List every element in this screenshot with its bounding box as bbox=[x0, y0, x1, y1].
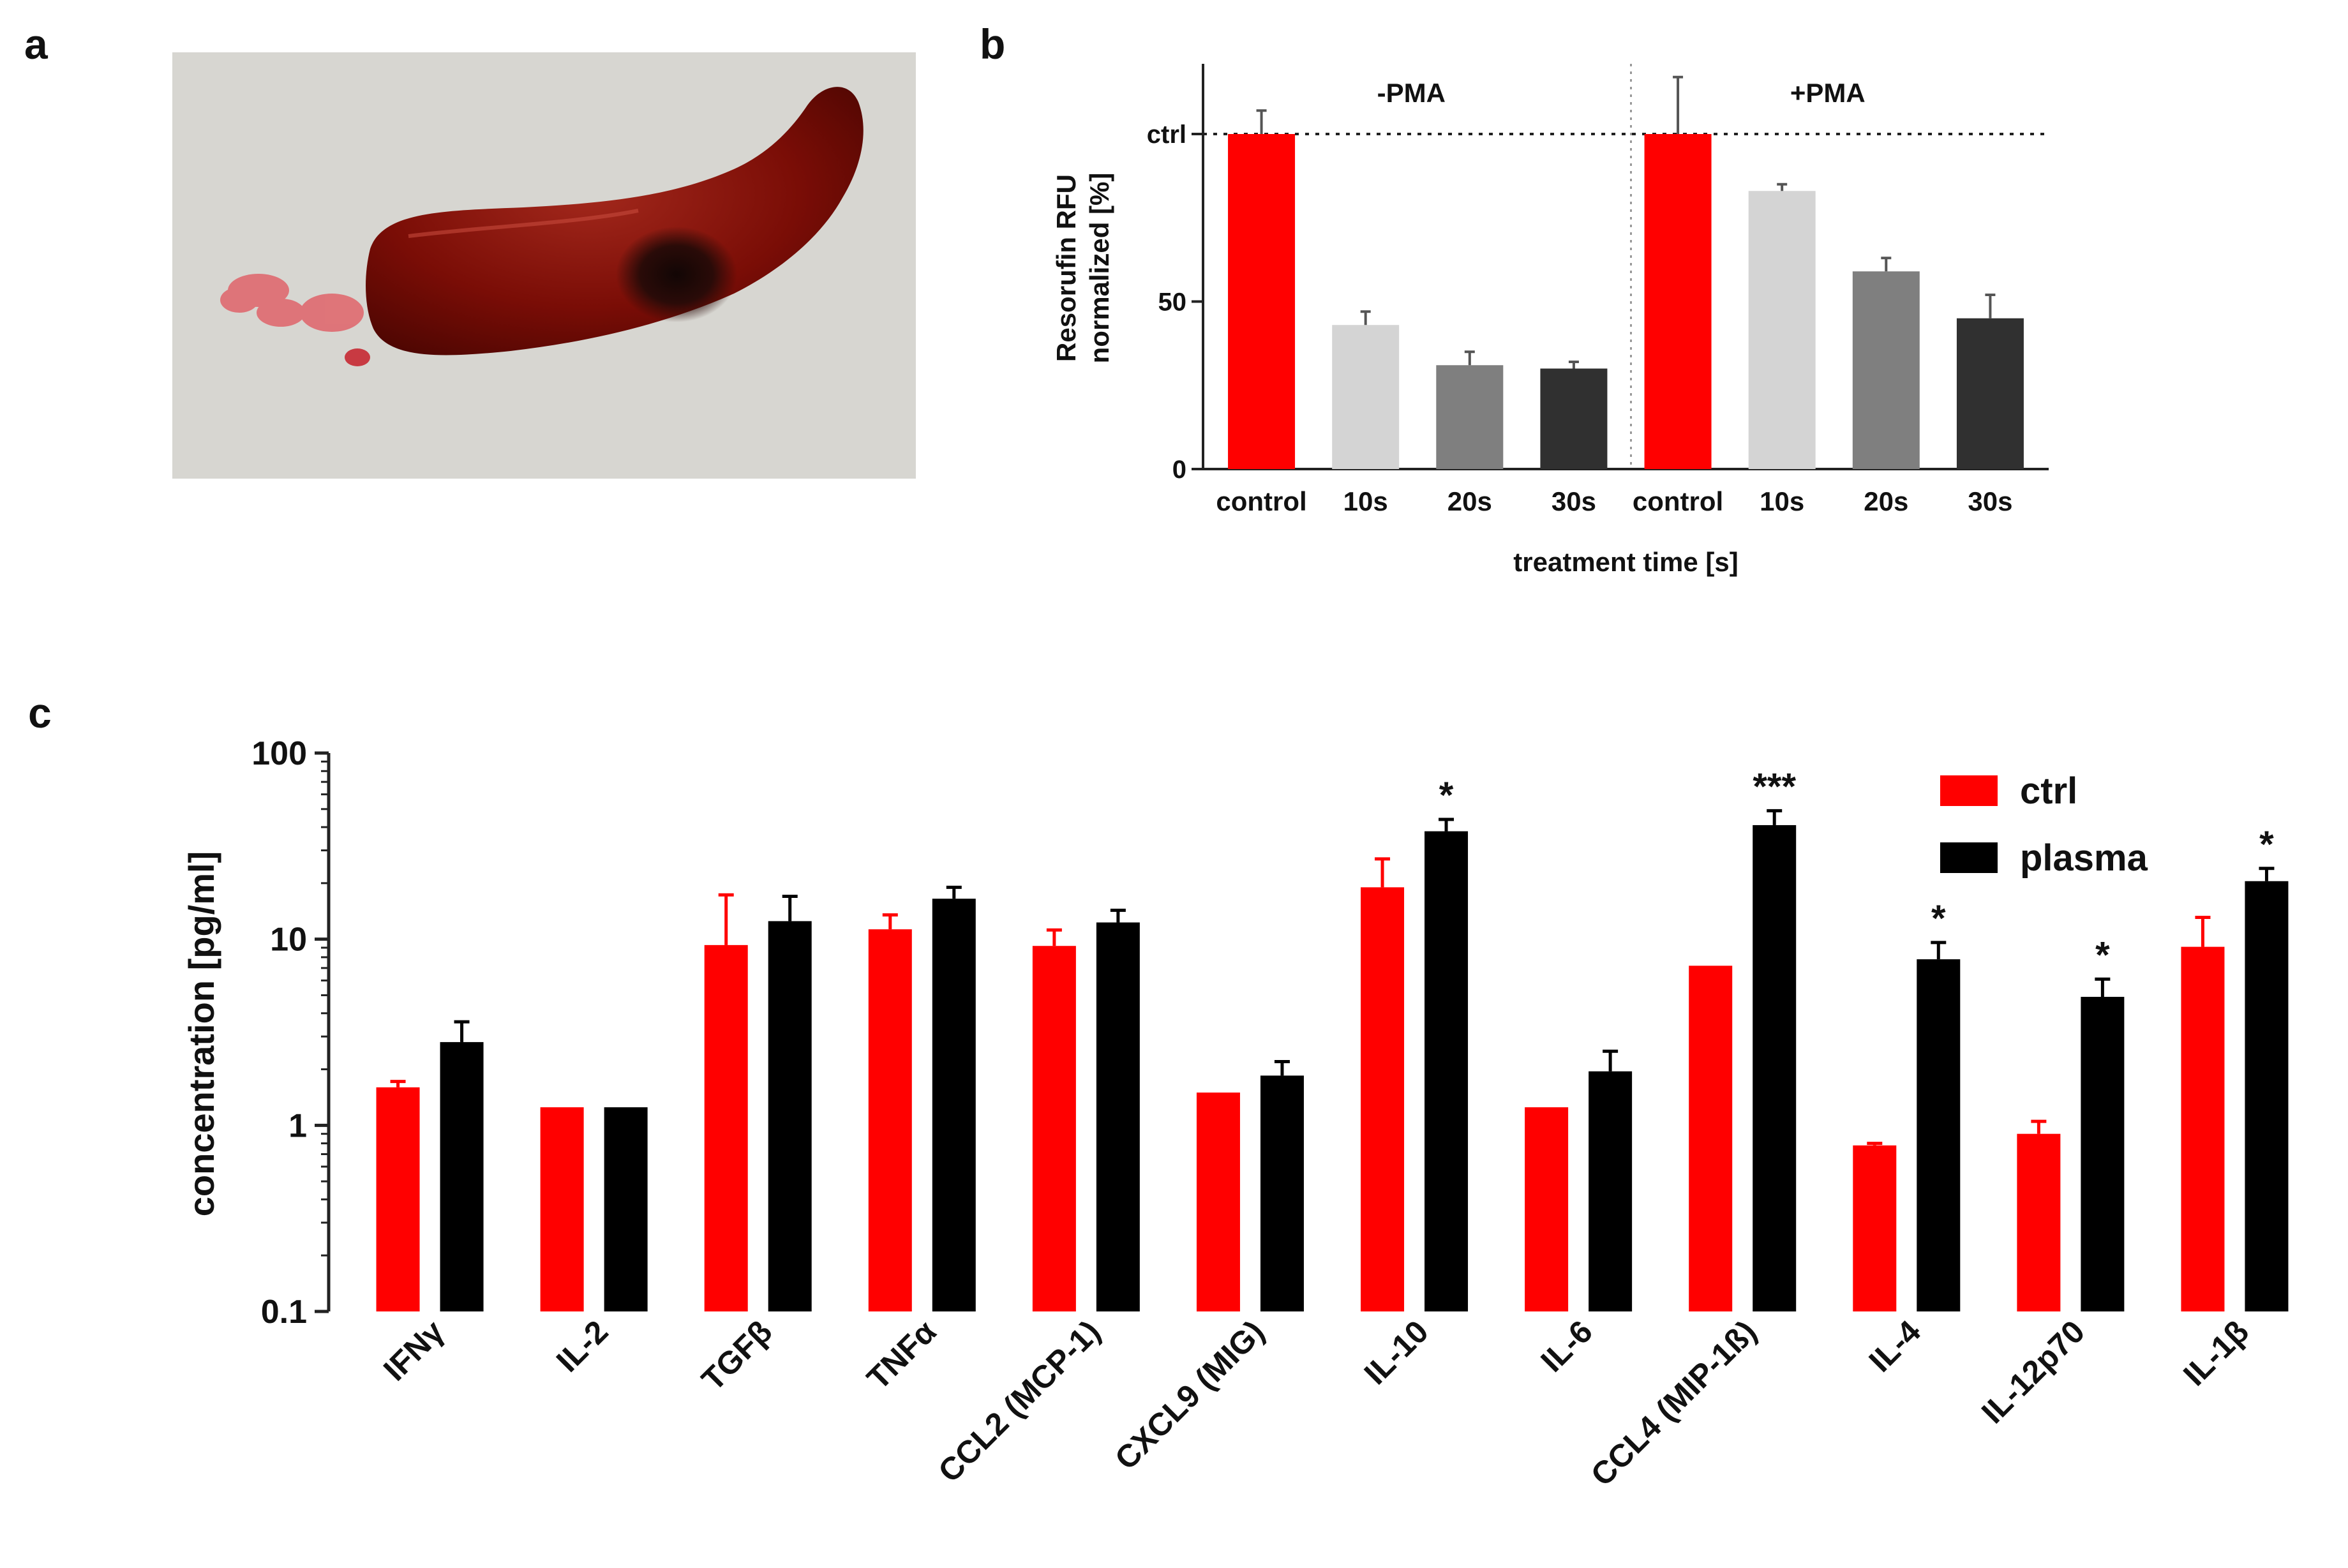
b-ylabel: Resorufin RFU normalized [%] bbox=[1051, 173, 1114, 364]
c-xtick-label-11: IL-1β bbox=[2176, 1313, 2255, 1393]
c-xtick-label-1: IL-2 bbox=[550, 1313, 615, 1378]
c-bar-plasma-1 bbox=[604, 1107, 648, 1311]
c-bar-ctrl-9 bbox=[1853, 1145, 1897, 1311]
b-xlabel: treatment time [s] bbox=[1513, 547, 1738, 577]
c-bar-plasma-11 bbox=[2245, 881, 2289, 1311]
c-bar-ctrl-0 bbox=[376, 1087, 420, 1311]
b-ylabel-line-0: Resorufin RFU bbox=[1051, 174, 1081, 362]
c-bar-plasma-0 bbox=[440, 1042, 484, 1311]
c-bar-plasma-4 bbox=[1096, 922, 1140, 1311]
c-ytick-label-2: 10 bbox=[270, 922, 307, 959]
c-bar-plasma-9 bbox=[1917, 959, 1961, 1311]
c-xtick-label-8: CCL4 (MIP-1ß) bbox=[1584, 1313, 1763, 1493]
c-xtick-label-10: IL-12p70 bbox=[1975, 1313, 2091, 1430]
c-ytick-label-3: 100 bbox=[251, 735, 307, 772]
b-bar-7 bbox=[1956, 318, 2024, 469]
c-xtick-label-7: IL-6 bbox=[1534, 1313, 1599, 1378]
c-bar-ctrl-1 bbox=[540, 1107, 584, 1311]
c-ytick-label-0: 0.1 bbox=[261, 1294, 307, 1331]
b-group-label-0: -PMA bbox=[1377, 78, 1446, 108]
c-bar-ctrl-8 bbox=[1689, 966, 1733, 1311]
c-legend-swatch-ctrl bbox=[1940, 775, 1998, 806]
c-bar-plasma-2 bbox=[768, 921, 812, 1311]
c-xtick-label-9: IL-4 bbox=[1862, 1313, 1928, 1379]
c-bar-plasma-8 bbox=[1753, 825, 1797, 1311]
panel-label-c: c bbox=[28, 689, 52, 736]
c-bar-ctrl-11 bbox=[2181, 946, 2225, 1311]
b-ytick-label-2: ctrl bbox=[1147, 121, 1186, 149]
b-ytick-label-1: 50 bbox=[1158, 288, 1187, 317]
chart-c: 0.1 1 10 100 concentration [pg/ml] IFNγ IL-2 TG… bbox=[181, 735, 2289, 1493]
c-bar-ctrl-10 bbox=[2017, 1133, 2061, 1311]
c-bar-plasma-10 bbox=[2081, 997, 2125, 1311]
c-significance-9: * bbox=[1931, 898, 1946, 939]
tissue-shine bbox=[408, 209, 639, 238]
b-bar-6 bbox=[1852, 271, 1920, 469]
b-ylabel-line-1: normalized [%] bbox=[1084, 173, 1114, 364]
c-xtick-label-6: IL-10 bbox=[1357, 1313, 1435, 1391]
b-bar-0 bbox=[1228, 134, 1296, 469]
c-bar-ctrl-5 bbox=[1196, 1092, 1240, 1311]
c-bar-ctrl-4 bbox=[1032, 946, 1076, 1311]
tissue-photo bbox=[172, 52, 916, 479]
c-xtick-label-3: TNFα bbox=[860, 1313, 943, 1396]
b-bar-2 bbox=[1436, 365, 1504, 469]
c-bar-plasma-6 bbox=[1425, 831, 1469, 1311]
c-xtick-label-4: CCL2 (MCP-1) bbox=[931, 1313, 1107, 1489]
b-xtick-label-3: 30s bbox=[1552, 486, 1596, 516]
b-bar-1 bbox=[1332, 325, 1400, 469]
c-bar-ctrl-2 bbox=[704, 945, 748, 1311]
tissue-organ bbox=[366, 87, 864, 355]
c-legend-label-plasma: plasma bbox=[2020, 837, 2148, 879]
c-xtick-label-5: CXCL9 (MIG) bbox=[1108, 1313, 1271, 1477]
b-xtick-label-2: 20s bbox=[1447, 486, 1492, 516]
c-legend-swatch-plasma bbox=[1940, 842, 1998, 873]
b-bar-3 bbox=[1540, 368, 1608, 469]
panel-label-b: b bbox=[980, 20, 1005, 68]
b-xtick-label-1: 10s bbox=[1343, 486, 1388, 516]
c-xtick-label-2: TGFβ bbox=[695, 1313, 779, 1398]
c-ylabel: concentration [pg/ml] bbox=[181, 851, 221, 1216]
b-group-label-1: +PMA bbox=[1790, 78, 1866, 108]
c-bar-plasma-3 bbox=[932, 899, 976, 1311]
c-xtick-label-0: IFNγ bbox=[377, 1313, 451, 1387]
chart-b: 0 50 ctrl -PMA +PMA control 10s 20s 30s control 10… bbox=[1051, 64, 2049, 577]
c-bar-plasma-7 bbox=[1589, 1071, 1633, 1311]
c-bar-ctrl-7 bbox=[1525, 1107, 1569, 1311]
b-ytick-label-0: 0 bbox=[1172, 456, 1186, 484]
b-xtick-label-4: control bbox=[1633, 486, 1723, 516]
c-significance-8: *** bbox=[1753, 766, 1796, 807]
c-bar-ctrl-6 bbox=[1361, 887, 1405, 1311]
panel-label-a: a bbox=[24, 20, 49, 68]
b-bar-5 bbox=[1748, 191, 1816, 469]
blood-stain bbox=[220, 274, 370, 366]
c-bar-ctrl-3 bbox=[868, 929, 912, 1311]
b-xtick-label-6: 20s bbox=[1864, 486, 1908, 516]
c-significance-10: * bbox=[2095, 934, 2110, 976]
necrotic-spot bbox=[616, 227, 737, 322]
c-significance-6: * bbox=[1439, 775, 1454, 816]
c-ytick-label-1: 1 bbox=[288, 1107, 307, 1144]
b-xtick-label-7: 30s bbox=[1968, 486, 2012, 516]
c-significance-11: * bbox=[2259, 824, 2274, 865]
b-xtick-label-0: control bbox=[1216, 486, 1306, 516]
b-xtick-label-5: 10s bbox=[1760, 486, 1804, 516]
b-bar-4 bbox=[1644, 134, 1712, 469]
c-bar-plasma-5 bbox=[1260, 1075, 1304, 1311]
c-legend-label-ctrl: ctrl bbox=[2020, 770, 2077, 812]
